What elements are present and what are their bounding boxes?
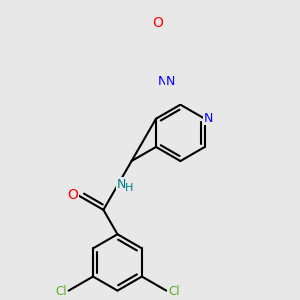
Text: H: H: [124, 183, 133, 193]
Text: N: N: [166, 75, 175, 88]
Text: Cl: Cl: [55, 285, 67, 298]
Text: N: N: [157, 75, 167, 88]
Text: N: N: [117, 178, 126, 191]
Text: N: N: [204, 112, 213, 125]
Text: O: O: [152, 16, 164, 30]
Text: O: O: [67, 188, 78, 202]
Text: Cl: Cl: [168, 285, 180, 298]
